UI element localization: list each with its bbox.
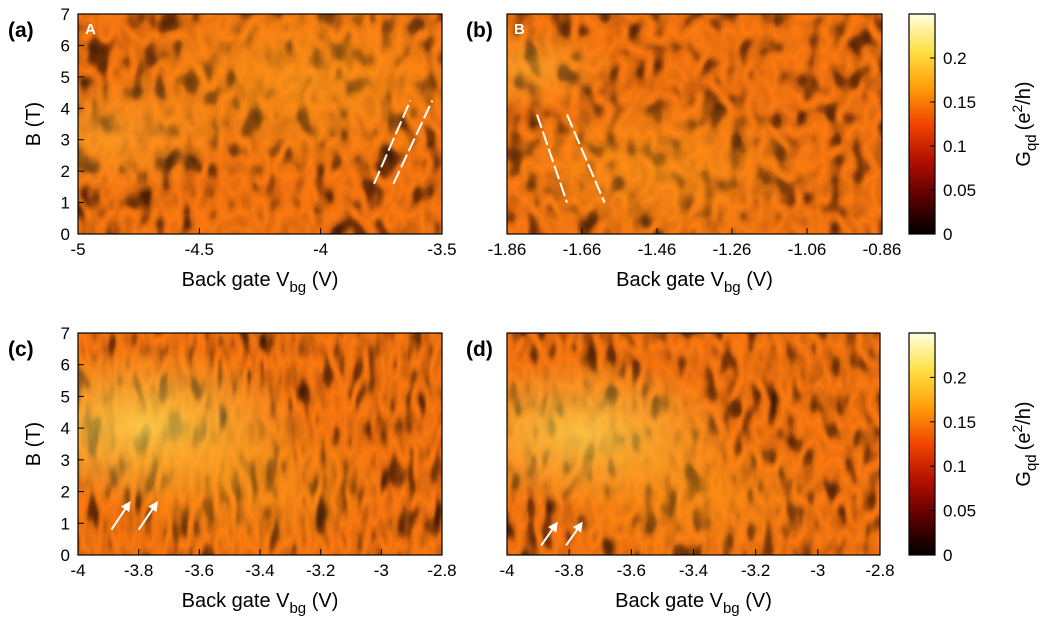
colorbar-label: Gqd(e2/h)	[1009, 81, 1040, 166]
colorbar-gradient	[908, 332, 936, 556]
x-tick-label: -3.6	[617, 561, 646, 580]
x-tick-label: -4	[70, 561, 85, 580]
heatmap-image	[507, 14, 882, 234]
y-axis-title: B (T)	[23, 102, 45, 146]
x-axis-title: Back gate Vbg (V)	[615, 590, 772, 617]
panel-label: (a)	[8, 19, 34, 42]
x-axis-title: Back gate Vbg (V)	[182, 590, 339, 617]
plot-frame	[77, 13, 443, 235]
colorbar-tick-label: 0.1	[943, 137, 967, 156]
y-tick-label: 6	[61, 356, 70, 375]
x-tick-label: -4.5	[185, 240, 214, 259]
x-tick-label: -4	[313, 240, 328, 259]
x-tick-label: -2.8	[427, 561, 456, 580]
colorbar-tick-label: 0.05	[943, 181, 976, 200]
y-tick-label: 0	[61, 546, 70, 565]
colorbar-tick-label: 0.05	[943, 502, 976, 521]
heatmap-image	[78, 14, 442, 234]
colorbar-tick-label: 0.1	[943, 457, 967, 476]
panel-label: (c)	[8, 338, 34, 361]
y-tick-label: 7	[61, 324, 70, 343]
heatmap-image	[78, 333, 442, 555]
arrow-annotation	[137, 501, 158, 531]
y-tick-label: 2	[61, 483, 70, 502]
x-tick-label: -3.4	[245, 561, 274, 580]
arrow-annotation	[110, 501, 131, 531]
x-tick-label: -1.66	[563, 240, 602, 259]
x-tick-label: -1.26	[713, 240, 752, 259]
x-tick-label: -3.6	[185, 561, 214, 580]
dashed-guide-line	[536, 114, 568, 203]
colorbar-label: Gqd(e2/h)	[1009, 401, 1040, 486]
x-tick-label: -4	[499, 561, 514, 580]
arrow-annotation	[540, 521, 558, 547]
x-tick-label: -3.8	[124, 561, 153, 580]
colorbar-tick-label: 0	[943, 225, 952, 244]
arrow-annotation	[565, 521, 583, 547]
x-tick-label: -3.2	[741, 561, 770, 580]
panel-label: (b)	[466, 19, 493, 42]
y-tick-label: 5	[61, 68, 70, 87]
colorbar-tick-label: 0	[943, 546, 952, 565]
plot-frame	[506, 13, 883, 235]
colorbar-2: 0 0.05 0.1 0.15 0.2 Gqd(e2/h)	[908, 332, 1040, 565]
colorbar-tick-label: 0.15	[943, 413, 976, 432]
x-tick-label: -3.2	[306, 561, 335, 580]
panel-a: -5 -4.5 -4 -3.5 0 1 2 3 4 5 6 7 Back gate Vbg (V) B (…	[8, 5, 457, 296]
x-tick-label: -5	[70, 240, 85, 259]
x-tick-label: -2.8	[865, 561, 894, 580]
colorbar-gradient	[908, 13, 936, 235]
colorbar-tick-label: 0.2	[943, 49, 967, 68]
heatmap-image	[507, 333, 880, 555]
x-tick-label: -3.4	[679, 561, 708, 580]
dashed-guide-line	[373, 100, 412, 185]
x-tick-label: -1.86	[488, 240, 527, 259]
inset-label: B	[514, 21, 525, 38]
y-tick-label: 1	[61, 194, 70, 213]
x-tick-label: -3	[374, 561, 389, 580]
x-tick-label: -3.8	[555, 561, 584, 580]
x-tick-label: -1.06	[788, 240, 827, 259]
y-tick-label: 5	[61, 387, 70, 406]
panel-label: (d)	[466, 338, 493, 361]
dashed-guide-line	[566, 114, 606, 203]
panel-b: -1.86 -1.66 -1.46 -1.26 -1.06 -0.86 Back gate …	[466, 13, 902, 296]
x-tick-label: -3.5	[427, 240, 456, 259]
x-axis-title: Back gate Vbg (V)	[616, 269, 773, 296]
panel-d: -4 -3.8 -3.6 -3.4 -3.2 -3 -2.8 Back gate Vbg (V…	[466, 332, 895, 617]
y-axis-title: B (T)	[23, 422, 45, 466]
colorbar-tick-label: 0.2	[943, 368, 967, 387]
colorbar-tick-label: 0.15	[943, 93, 976, 112]
inset-label: A	[85, 21, 96, 38]
x-axis-title: Back gate Vbg (V)	[182, 269, 339, 296]
y-tick-label: 2	[61, 162, 70, 181]
y-tick-label: 3	[61, 451, 70, 470]
y-tick-label: 6	[61, 36, 70, 55]
y-tick-label: 3	[61, 131, 70, 150]
y-tick-label: 4	[61, 419, 70, 438]
y-tick-label: 1	[61, 514, 70, 533]
y-tick-label: 0	[61, 225, 70, 244]
x-tick-label: -0.86	[863, 240, 902, 259]
x-tick-label: -1.46	[638, 240, 677, 259]
colorbar-1: 0 0.05 0.1 0.15 0.2 Gqd(e2/h)	[908, 13, 1040, 244]
dashed-guide-line	[392, 100, 434, 185]
y-tick-label: 4	[61, 99, 70, 118]
y-tick-label: 7	[61, 5, 70, 24]
x-tick-label: -3	[810, 561, 825, 580]
panel-c: -4 -3.8 -3.6 -3.4 -3.2 -3 -2.8 0 1 2 3 4 5 6 7 Back gat…	[8, 324, 457, 617]
